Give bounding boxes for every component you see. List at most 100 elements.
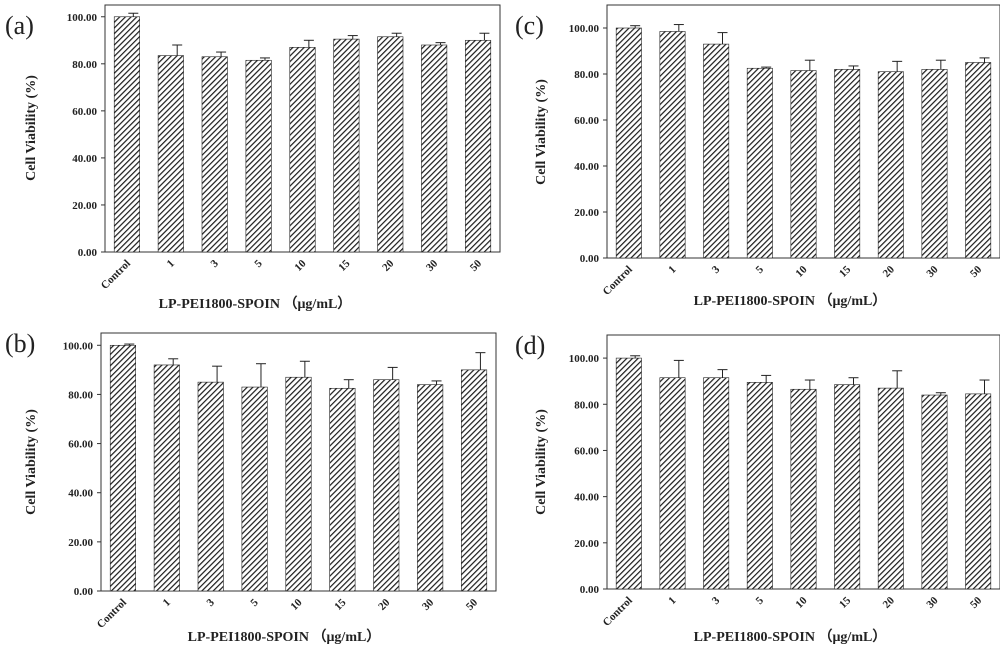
bar [615, 357, 642, 590]
bar [329, 387, 356, 592]
x-tick-label: 50 [968, 594, 985, 611]
x-tick-label: 15 [837, 263, 854, 280]
x-tick-label: 3 [710, 263, 723, 276]
x-tick-label: 20 [881, 594, 898, 611]
y-tick-label: 60.00 [574, 115, 599, 127]
y-tick-label: 40.00 [574, 161, 599, 173]
x-tick-label: 3 [208, 257, 221, 270]
bar [421, 44, 448, 253]
panel-label: (d) [515, 331, 545, 360]
x-tick-label: Control [601, 264, 635, 298]
bar [417, 384, 444, 592]
chart-panel: (c) 0.00 20.00 40.00 60.00 80.00 100.00 Control… [515, 4, 1000, 309]
panel-label: (b) [5, 329, 35, 358]
bar [965, 62, 992, 259]
x-tick-label: Control [99, 258, 133, 292]
x-tick-label: 1 [161, 597, 173, 609]
x-tick-label: 50 [968, 263, 985, 280]
y-tick-label: 20.00 [72, 200, 97, 212]
x-axis-label: LP-PEI1800-SPOIN （μg/mL） [188, 629, 381, 645]
x-tick-label: 30 [924, 594, 941, 611]
bar [921, 394, 948, 590]
x-tick-label: 10 [793, 594, 810, 611]
y-tick-label: 100.00 [63, 340, 94, 352]
x-axis-label: LP-PEI1800-SPOIN （μg/mL） [694, 629, 887, 645]
x-tick-label: 1 [165, 258, 177, 270]
y-tick-label: 40.00 [68, 488, 93, 500]
x-tick-label: 50 [468, 257, 485, 274]
bar [921, 69, 948, 259]
bar [703, 377, 730, 590]
x-tick-label: 5 [754, 594, 767, 607]
x-tick-label: 3 [710, 594, 723, 607]
x-tick-label: 1 [666, 264, 678, 276]
y-tick-label: 0.00 [580, 253, 600, 265]
y-tick-label: 0.00 [78, 247, 98, 259]
y-axis-label: Cell Viability (%) [534, 79, 549, 185]
y-tick-label: 20.00 [574, 538, 599, 550]
x-axis-label: LP-PEI1800-SPOIN （μg/mL） [159, 296, 352, 312]
bar [289, 47, 316, 253]
x-tick-label: 3 [204, 596, 217, 609]
y-tick-label: 20.00 [68, 537, 93, 549]
y-tick-label: 0.00 [580, 584, 600, 596]
x-tick-label: 30 [420, 596, 437, 613]
x-tick-label: 50 [464, 596, 481, 613]
panel-label: (c) [515, 11, 544, 40]
bar [153, 364, 180, 592]
y-tick-label: 20.00 [574, 207, 599, 219]
chart-panel: (b) 0.00 20.00 40.00 60.00 80.00 100.00 Control… [5, 329, 497, 645]
y-tick-label: 0.00 [74, 586, 94, 598]
y-tick-label: 80.00 [574, 399, 599, 411]
bar [109, 344, 136, 592]
bar [197, 381, 224, 592]
bar [241, 386, 268, 592]
bar [157, 55, 184, 253]
bar [373, 379, 400, 592]
x-tick-label: Control [601, 595, 635, 629]
x-tick-label: 10 [288, 596, 305, 613]
bar [245, 59, 272, 253]
bar [703, 43, 730, 259]
bar [834, 69, 861, 259]
x-tick-label: 20 [376, 596, 393, 613]
y-tick-label: 80.00 [72, 59, 97, 71]
y-tick-label: 60.00 [68, 439, 93, 451]
y-tick-label: 100.00 [569, 23, 600, 35]
y-axis-label: Cell Viability (%) [24, 75, 39, 181]
x-tick-label: 15 [837, 594, 854, 611]
x-tick-label: 15 [336, 257, 353, 274]
chart-panel: (a) 0.00 20.00 40.00 60.00 80.00 100.00 Control… [5, 4, 501, 312]
y-tick-label: 40.00 [72, 153, 97, 165]
bar [790, 388, 817, 590]
x-tick-label: 10 [292, 257, 309, 274]
bar [877, 387, 904, 590]
bar [461, 369, 488, 592]
x-tick-label: 20 [881, 263, 898, 280]
y-tick-label: 100.00 [67, 12, 98, 24]
x-tick-label: 30 [424, 257, 441, 274]
bar [201, 56, 228, 253]
y-axis-label: Cell Viability (%) [24, 409, 39, 515]
panel-label: (a) [5, 11, 34, 40]
x-tick-label: 5 [252, 257, 265, 270]
x-tick-label: 5 [248, 596, 261, 609]
bar [746, 67, 773, 259]
bar [285, 376, 312, 592]
bar [877, 71, 904, 259]
bar [465, 39, 492, 253]
y-axis-label: Cell Viability (%) [534, 409, 549, 515]
bar [659, 377, 686, 590]
x-tick-label: 30 [924, 263, 941, 280]
bar [615, 27, 642, 259]
chart-panel: (d) 0.00 20.00 40.00 60.00 80.00 100.00 Control… [515, 331, 1000, 645]
y-tick-label: 60.00 [72, 106, 97, 118]
x-tick-label: Control [95, 597, 129, 631]
bar [965, 393, 992, 590]
bar [659, 31, 686, 259]
x-tick-label: 20 [380, 257, 397, 274]
bar [834, 384, 861, 590]
y-tick-label: 40.00 [574, 492, 599, 504]
y-tick-label: 60.00 [574, 445, 599, 457]
